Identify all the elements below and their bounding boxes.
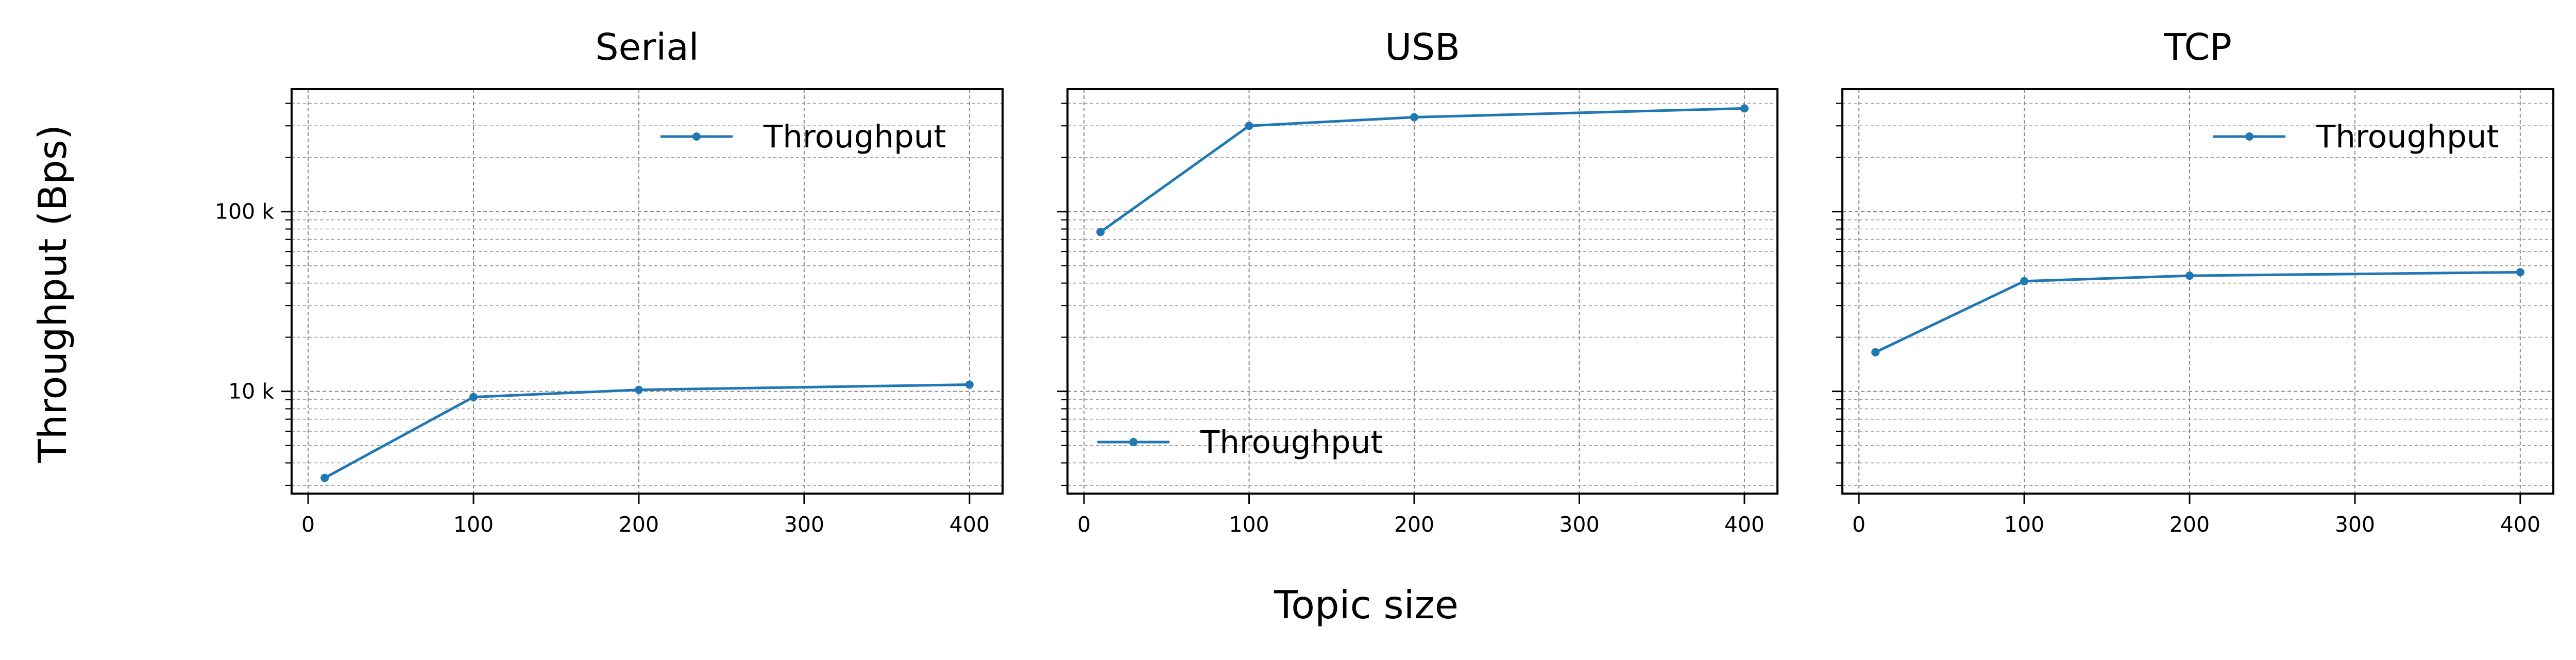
panel-title: Serial — [596, 26, 699, 69]
data-point — [1410, 113, 1418, 122]
x-tick-label: 0 — [1852, 512, 1866, 537]
data-point — [469, 393, 478, 401]
legend: Throughput — [2213, 119, 2499, 155]
x-tick-label: 200 — [2170, 512, 2210, 537]
data-point — [2020, 277, 2029, 285]
x-tick-label: 0 — [1077, 512, 1091, 537]
x-tick-label: 300 — [784, 512, 824, 537]
x-tick-label: 400 — [1724, 512, 1765, 537]
data-point — [634, 385, 643, 394]
legend-marker — [2245, 132, 2253, 141]
x-tick-label: 200 — [619, 512, 659, 537]
y-tick-label: 100 k — [215, 199, 274, 224]
data-point — [2516, 268, 2524, 277]
data-point — [1245, 122, 1253, 130]
y-tick-label: 10 k — [228, 379, 274, 404]
x-tick-label: 400 — [2500, 512, 2540, 537]
x-tick-label: 200 — [1394, 512, 1434, 537]
x-tick-label: 400 — [950, 512, 990, 537]
panel-title: TCP — [2163, 26, 2232, 69]
x-tick-label: 100 — [2004, 512, 2044, 537]
x-tick-label: 100 — [453, 512, 494, 537]
data-point — [1740, 104, 1749, 113]
legend-label: Throughput — [1200, 424, 1383, 461]
legend: Throughput — [1097, 424, 1383, 461]
series-line — [324, 383, 970, 479]
data-point — [965, 380, 974, 389]
legend-label: Throughput — [2316, 119, 2499, 155]
series-line — [1875, 270, 2520, 353]
legend-marker — [692, 132, 701, 141]
plot-frame — [1841, 88, 2554, 495]
x-tick-label: 0 — [301, 512, 315, 537]
x-tick-label: 100 — [1229, 512, 1269, 537]
data-point — [320, 473, 329, 482]
panel-1: 0 100 200 300 400 10 k 100 k Serial Throughput — [215, 26, 1004, 537]
legend-marker — [1129, 438, 1138, 446]
legend-label: Throughput — [763, 119, 946, 155]
legend: Throughput — [660, 119, 946, 155]
data-point — [1871, 348, 1880, 357]
series-line — [1099, 107, 1744, 233]
panel-3: 0 100 200 300 400 TCP Throughput — [1832, 26, 2554, 537]
data-point — [2185, 272, 2194, 280]
y-axis-label: Throughput (Bps) — [30, 125, 75, 463]
x-tick-label: 300 — [1559, 512, 1599, 537]
x-tick-label: 300 — [2335, 512, 2375, 537]
plot-frame — [1066, 88, 1778, 495]
x-axis-label: Topic size — [1274, 582, 1459, 628]
panel-title: USB — [1385, 26, 1460, 69]
plot-frame — [291, 88, 1004, 495]
data-point — [1096, 228, 1105, 236]
panel-2: 0 100 200 300 400 USB Throughput — [1057, 26, 1778, 537]
